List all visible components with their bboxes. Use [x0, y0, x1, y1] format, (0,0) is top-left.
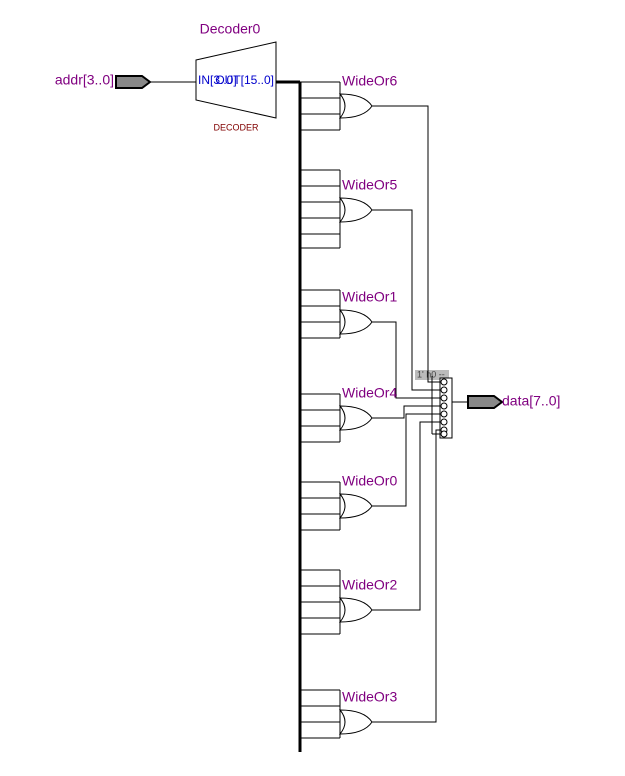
wire	[372, 321, 440, 399]
gate-label: WideOr4	[342, 385, 397, 401]
output-pin-label: data[7..0]	[502, 393, 560, 409]
input-pin-label: addr[3..0]	[55, 72, 114, 88]
mux-input	[440, 418, 448, 426]
wire	[372, 421, 440, 611]
decoder-name: Decoder0	[200, 21, 261, 37]
wire	[372, 405, 440, 419]
constant-label: 1' h0 --	[417, 369, 445, 379]
or-gate	[338, 493, 373, 519]
gate-label: WideOr1	[342, 289, 397, 305]
mux-input	[440, 402, 448, 410]
mux-input	[440, 430, 448, 438]
or-gate	[338, 597, 373, 623]
wire	[372, 105, 440, 383]
decoder-input-port: IN[3..0]	[198, 73, 237, 87]
gate-label: WideOr6	[342, 73, 397, 89]
decoder-block	[195, 41, 277, 119]
decoder-output-port: OUT[15..0]	[215, 73, 274, 87]
input-pin	[115, 75, 152, 89]
wire	[372, 209, 440, 391]
mux-input	[440, 394, 448, 402]
gate-label: WideOr0	[342, 473, 397, 489]
wire	[372, 413, 440, 507]
output-pin	[467, 395, 504, 409]
or-gate	[338, 405, 373, 431]
or-gate	[338, 197, 373, 223]
or-gate	[338, 93, 373, 119]
wire	[372, 429, 440, 723]
constant-box	[415, 370, 449, 380]
decoder-kind: DECODER	[213, 122, 259, 132]
gate-label: WideOr5	[342, 177, 397, 193]
or-gate	[338, 309, 373, 335]
gate-label: WideOr3	[342, 689, 397, 705]
gate-label: WideOr2	[342, 577, 397, 593]
mux-input	[440, 410, 448, 418]
mux-input	[440, 378, 448, 386]
or-gate	[338, 709, 373, 735]
mux-input	[440, 386, 448, 394]
